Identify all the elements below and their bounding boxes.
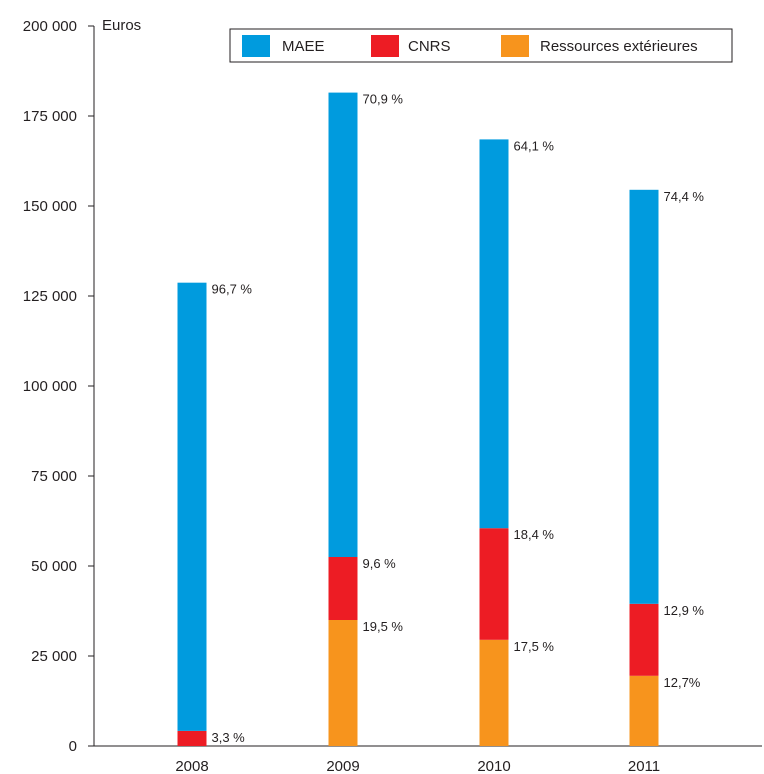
y-unit-label: Euros [102, 17, 141, 34]
percent-label: 12,9 % [664, 603, 705, 618]
bar-segment [177, 282, 207, 731]
percent-labels: 3,3 % 96,7 % 19,5 % 9,6 % 70,9 % 17,5 % 18,4 %… [212, 92, 705, 745]
percent-label: 18,4 % [514, 527, 555, 542]
legend-swatch [501, 35, 529, 57]
bar-segment [328, 92, 358, 557]
bars [177, 92, 659, 746]
legend-label: MAEE [282, 38, 325, 55]
y-tick-label: 50 000 [31, 558, 77, 575]
percent-label: 12,7% [664, 675, 701, 690]
percent-label: 19,5 % [363, 619, 404, 634]
y-tick-label: 200 000 [23, 18, 77, 35]
bar-segment [479, 528, 509, 640]
y-axis-ticks: 0 25 000 50 000 75 000 100 000 125 000 150 000… [23, 18, 94, 755]
legend-label: CNRS [408, 38, 451, 55]
bar-segment [328, 557, 358, 620]
x-tick-label: 2010 [477, 758, 510, 774]
y-tick-label: 100 000 [23, 378, 77, 395]
percent-label: 96,7 % [212, 282, 253, 297]
x-axis-labels: 2008 2009 2010 2011 [175, 758, 660, 774]
y-tick-label: 0 [69, 738, 77, 755]
y-tick-label: 125 000 [23, 288, 77, 305]
x-tick-label: 2011 [628, 758, 660, 774]
y-tick-label: 150 000 [23, 198, 77, 215]
bar-segment [629, 675, 659, 746]
y-tick-label: 25 000 [31, 648, 77, 665]
percent-label: 17,5 % [514, 639, 555, 654]
percent-label: 74,4 % [664, 189, 705, 204]
x-tick-label: 2009 [326, 758, 359, 774]
bar-segment [479, 139, 509, 529]
x-tick-label: 2008 [175, 758, 208, 774]
legend-box [229, 28, 733, 63]
percent-label: 70,9 % [363, 92, 404, 107]
percent-label: 64,1 % [514, 138, 555, 153]
y-tick-label: 75 000 [31, 468, 77, 485]
percent-label: 3,3 % [212, 730, 246, 745]
bar-segment [328, 620, 358, 746]
legend: MAEE CNRS Ressources extérieures [229, 28, 733, 63]
bar-segment [629, 603, 659, 676]
bar-segment [177, 730, 207, 746]
y-tick-label: 175 000 [23, 108, 77, 125]
bar-segment [629, 189, 659, 604]
legend-swatch [371, 35, 399, 57]
legend-swatch [242, 35, 270, 57]
percent-label: 9,6 % [363, 556, 397, 571]
legend-label: Ressources extérieures [540, 38, 698, 55]
bar-segment [479, 639, 509, 746]
